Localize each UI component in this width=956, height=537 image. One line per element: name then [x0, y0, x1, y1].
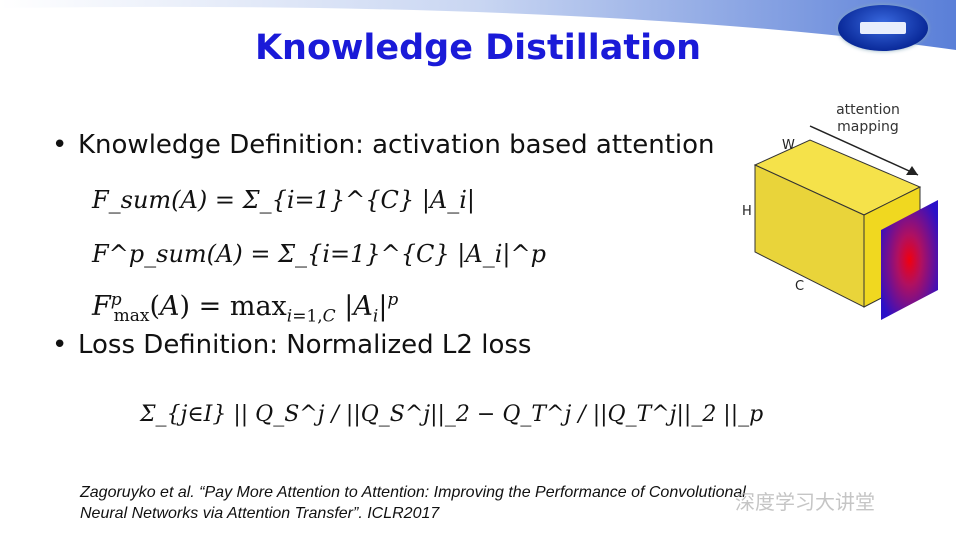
cube-front [754, 164, 865, 308]
arrow-line [809, 125, 919, 176]
formula-f-sum-p: F^p_sum(A) = Σ_{i=1}^{C} |A_i|^p [92, 240, 546, 268]
formula-f-max-p: Fpmax(A) = maxi=1,C |Ai|p [92, 290, 399, 327]
citation: Zagoruyko et al. “Pay More Attention to … [80, 482, 746, 524]
header-banner [0, 0, 956, 50]
citation-line-1: Zagoruyko et al. “Pay More Attention to … [80, 484, 746, 501]
label-h: H [742, 204, 752, 219]
slide-title: Knowledge Distillation [254, 28, 702, 68]
bullet-knowledge-definition: • Knowledge Definition: activation based … [52, 130, 715, 160]
label-c: C [795, 279, 804, 294]
attention-mapping-diagram: attention mapping W H C [742, 102, 938, 320]
arrow-label-attention: attention [836, 102, 900, 118]
organization-logo [838, 5, 928, 51]
attention-map-heatmap [881, 200, 938, 320]
arrow-label-mapping: mapping [837, 119, 899, 135]
watermark: 深度学习大讲堂 [735, 490, 875, 514]
formula-loss: Σ_{j∈I} || Q_S^j / ||Q_S^j||_2 − Q_T^j /… [140, 402, 764, 427]
bullet-loss-definition: • Loss Definition: Normalized L2 loss [52, 330, 532, 360]
label-w: W [782, 138, 795, 153]
citation-line-2: Neural Networks via Attention Transfer”.… [80, 505, 440, 522]
formula-f-sum: F_sum(A) = Σ_{i=1}^{C} |A_i| [92, 186, 475, 214]
arrow-head-icon [906, 166, 918, 175]
